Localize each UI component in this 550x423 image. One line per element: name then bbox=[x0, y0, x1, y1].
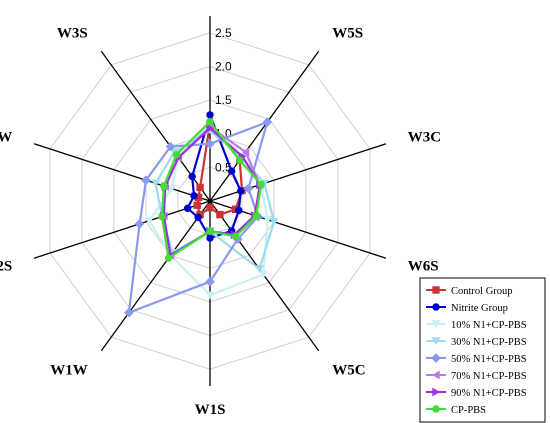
axis-label: W5S bbox=[332, 26, 363, 42]
data-point bbox=[183, 204, 192, 213]
data-point bbox=[205, 138, 215, 149]
data-point bbox=[432, 387, 441, 397]
data-point bbox=[206, 234, 214, 242]
tick-label: 2.0 bbox=[215, 60, 232, 74]
data-point bbox=[254, 265, 264, 274]
legend-label: 90% N1+CP-PBS bbox=[451, 388, 527, 399]
data-point bbox=[237, 187, 245, 195]
data-point bbox=[258, 270, 268, 279]
data-point bbox=[431, 320, 441, 329]
legend-item: 70% N1+CP-PBS bbox=[426, 370, 527, 382]
data-point bbox=[243, 183, 254, 194]
data-point bbox=[252, 212, 260, 220]
axis-line bbox=[33, 200, 211, 259]
data-point bbox=[257, 180, 265, 189]
legend-item: 10% N1+CP-PBS bbox=[426, 320, 527, 331]
data-point bbox=[164, 254, 173, 262]
data-point bbox=[124, 307, 134, 318]
axis-line bbox=[209, 50, 320, 202]
data-point bbox=[232, 232, 240, 241]
legend-item: 30% N1+CP-PBS bbox=[426, 337, 527, 348]
data-point bbox=[206, 204, 214, 212]
data-point bbox=[141, 175, 151, 186]
data-point bbox=[206, 227, 214, 236]
data-point bbox=[216, 210, 224, 219]
data-point bbox=[262, 117, 273, 127]
axis-line bbox=[33, 143, 211, 202]
data-point bbox=[206, 111, 214, 119]
data-point bbox=[205, 291, 215, 300]
legend-label: 10% N1+CP-PBS bbox=[451, 320, 527, 331]
axis-label: W1S bbox=[195, 402, 226, 418]
legend-box bbox=[419, 277, 546, 423]
data-point bbox=[196, 183, 204, 192]
axis-label: W2W bbox=[0, 130, 12, 146]
data-point bbox=[269, 218, 279, 226]
legend-item: Control Group bbox=[426, 286, 513, 297]
legend-label: 30% N1+CP-PBS bbox=[451, 337, 527, 348]
data-point bbox=[235, 206, 243, 215]
data-point bbox=[167, 184, 177, 193]
legend-label: Control Group bbox=[451, 286, 513, 297]
data-point bbox=[160, 182, 168, 190]
data-point bbox=[432, 303, 440, 311]
axis-line bbox=[100, 200, 211, 352]
data-point bbox=[165, 141, 176, 152]
tick-label: 2.5 bbox=[215, 26, 232, 40]
data-point bbox=[172, 151, 181, 159]
data-point bbox=[228, 167, 236, 175]
data-point bbox=[134, 219, 145, 229]
axis-label: W3S bbox=[57, 26, 88, 42]
axis-label: W6S bbox=[408, 258, 439, 274]
legend-label: 50% N1+CP-PBS bbox=[451, 354, 527, 365]
data-point bbox=[151, 179, 161, 188]
legend-label: Nitrite Group bbox=[451, 303, 508, 314]
axis-label: W3C bbox=[408, 130, 441, 146]
legend-item: 90% N1+CP-PBS bbox=[426, 387, 527, 399]
data-point bbox=[144, 217, 154, 225]
tick-label: 1.5 bbox=[215, 93, 232, 107]
legend-label: CP-PBS bbox=[451, 405, 486, 416]
data-point bbox=[431, 370, 440, 380]
series-1 bbox=[183, 111, 245, 242]
legend-item: CP-PBS bbox=[426, 405, 486, 416]
data-point bbox=[206, 123, 215, 133]
data-point bbox=[432, 405, 440, 413]
axis-label: W1C bbox=[193, 0, 226, 2]
data-point bbox=[206, 117, 214, 126]
data-point bbox=[236, 156, 244, 164]
data-point bbox=[194, 213, 202, 222]
data-point bbox=[188, 172, 196, 181]
data-point bbox=[263, 216, 273, 224]
data-point bbox=[205, 276, 215, 287]
data-point bbox=[190, 192, 198, 200]
data-point bbox=[193, 201, 201, 209]
legend-item: Nitrite Group bbox=[426, 303, 508, 314]
radar-series bbox=[124, 111, 279, 318]
axis-labels: W1C W5S W3C W6S W5C W1S W1W W2S W2W W3S bbox=[0, 0, 441, 418]
data-point bbox=[241, 147, 250, 157]
data-point bbox=[431, 337, 441, 346]
legend: Control Group Nitrite Group 10% N1+CP-PBS 3… bbox=[419, 277, 546, 423]
axis-label: W5C bbox=[332, 362, 365, 378]
radar-axes bbox=[33, 16, 387, 386]
legend-item: 50% N1+CP-PBS bbox=[426, 353, 527, 365]
data-point bbox=[431, 353, 441, 363]
data-point bbox=[158, 212, 166, 221]
data-point bbox=[432, 286, 440, 294]
series-7 bbox=[158, 117, 265, 262]
axis-label: W1W bbox=[50, 362, 88, 378]
legend-label: 70% N1+CP-PBS bbox=[451, 371, 527, 382]
axis-label: W2S bbox=[0, 258, 12, 274]
